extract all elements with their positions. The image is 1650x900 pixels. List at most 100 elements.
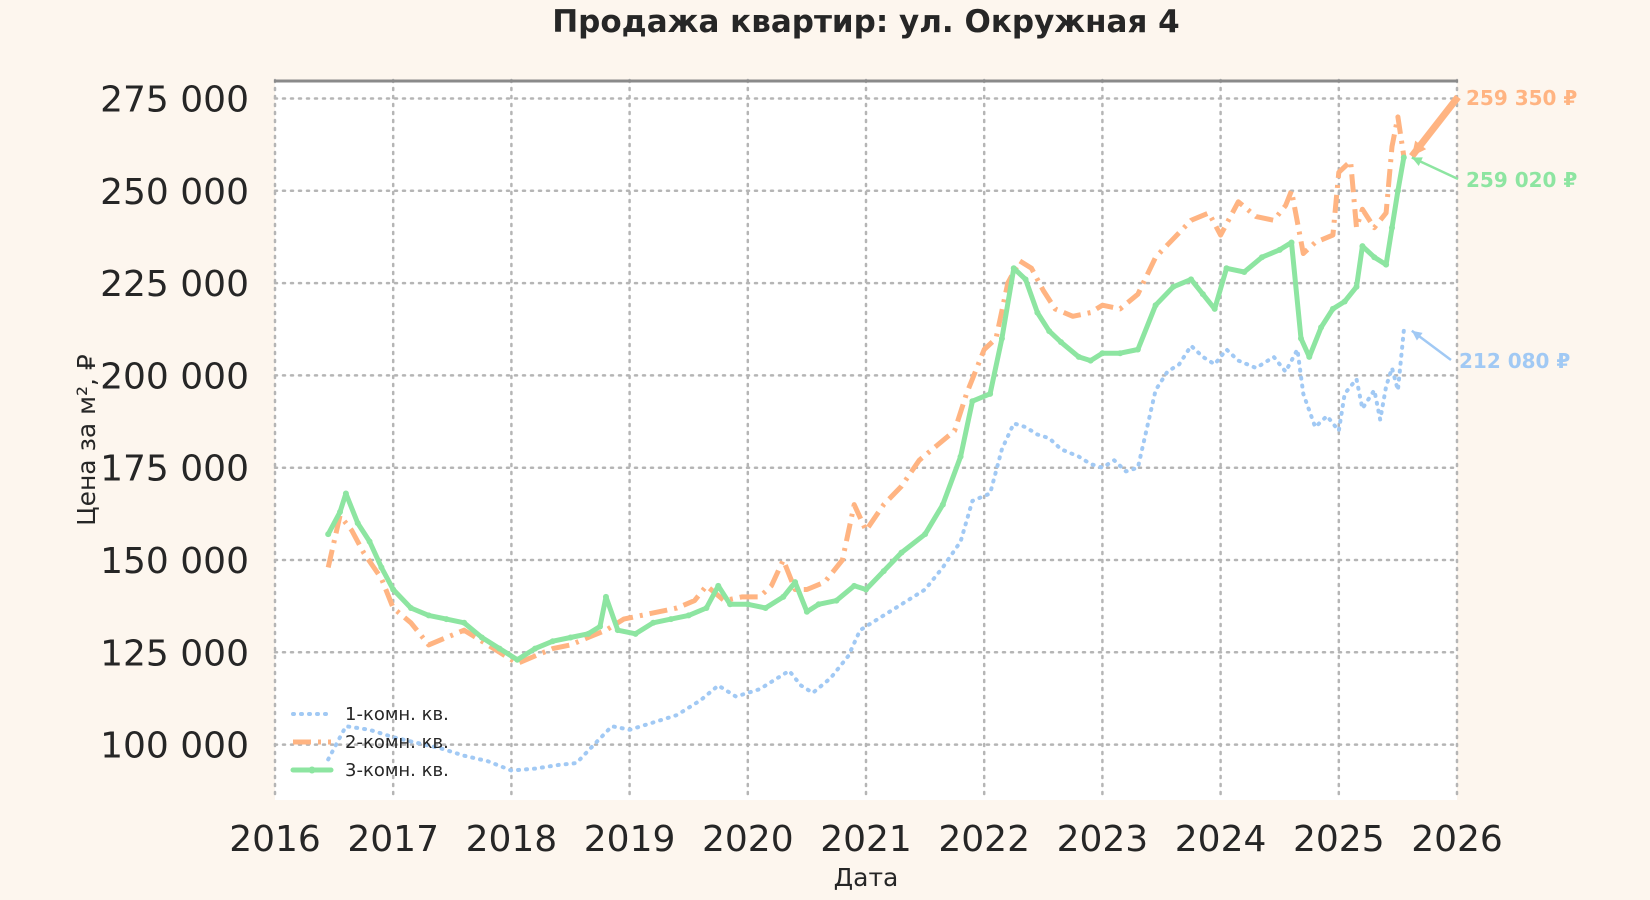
data-point xyxy=(632,630,639,637)
data-point xyxy=(1152,302,1159,309)
x-tick-label: 2020 xyxy=(702,819,794,860)
data-point xyxy=(354,520,361,527)
x-tick-label: 2022 xyxy=(938,819,1030,860)
y-tick-label: 100 000 xyxy=(100,726,249,767)
data-point xyxy=(1022,276,1029,283)
grid xyxy=(273,78,1459,802)
y-tick-labels: 100 000 125 000 150 000 175 000 200 000 225 0… xyxy=(100,79,249,766)
legend-label: 3-комн. кв. xyxy=(345,760,449,781)
y-tick-label: 275 000 xyxy=(100,79,249,120)
data-point xyxy=(1075,353,1082,360)
data-point xyxy=(1199,291,1206,298)
data-point xyxy=(1117,350,1124,357)
data-point xyxy=(1400,154,1407,161)
data-point xyxy=(667,616,674,623)
series-lines xyxy=(325,114,1407,773)
x-tick-label: 2026 xyxy=(1411,819,1503,860)
legend-label: 1-комн. кв. xyxy=(345,704,449,725)
x-tick-labels: 2016 2017 2018 2019 2020 2021 2022 2023 2024 2025… xyxy=(229,819,1503,860)
data-point xyxy=(833,597,840,604)
data-point xyxy=(969,398,976,405)
chart-title: Продажа квартир: ул. Окружная 4 xyxy=(552,4,1180,40)
data-point xyxy=(407,605,414,611)
x-tick-label: 2023 xyxy=(1057,819,1149,860)
data-point xyxy=(478,634,485,641)
data-point xyxy=(1223,265,1230,272)
x-tick-label: 2025 xyxy=(1293,819,1385,860)
data-point xyxy=(898,549,905,556)
legend-label: 2-комн. кв. xyxy=(345,732,449,753)
value-annotations: 259 350 ₽ 259 020 ₽ 212 080 ₽ xyxy=(1409,86,1577,373)
legend-swatch-dot xyxy=(308,766,316,774)
data-point xyxy=(685,612,692,619)
data-point xyxy=(1034,309,1041,316)
y-tick-label: 250 000 xyxy=(100,172,249,213)
data-point xyxy=(1188,276,1195,283)
data-point xyxy=(1058,339,1065,346)
annotation-arrowhead xyxy=(1411,157,1423,166)
y-tick-label: 200 000 xyxy=(100,356,249,397)
data-point xyxy=(597,623,604,630)
annotation-arrowhead xyxy=(1411,330,1423,341)
data-point xyxy=(1087,357,1094,364)
data-point xyxy=(549,638,556,645)
data-point xyxy=(744,601,751,608)
data-point xyxy=(1211,305,1218,312)
data-point xyxy=(703,605,710,611)
annotation-label: 259 020 ₽ xyxy=(1466,168,1577,192)
data-point xyxy=(792,579,799,586)
series-line-1 xyxy=(326,328,1406,773)
data-point xyxy=(1371,254,1378,261)
y-tick-label: 125 000 xyxy=(100,633,249,674)
y-tick-label: 150 000 xyxy=(100,541,249,582)
data-point xyxy=(1318,324,1325,331)
data-point xyxy=(1383,261,1390,268)
data-point xyxy=(378,564,385,571)
data-point xyxy=(762,605,769,611)
data-point xyxy=(803,608,810,615)
y-tick-label: 225 000 xyxy=(100,264,249,305)
data-point xyxy=(987,390,994,397)
data-point xyxy=(939,501,946,508)
y-axis-label: Цена за м², ₽ xyxy=(72,354,101,526)
data-point xyxy=(496,645,503,652)
data-point xyxy=(514,656,521,663)
data-point xyxy=(922,531,929,538)
data-point xyxy=(390,586,397,593)
data-point xyxy=(1258,254,1265,261)
y-tick-label: 175 000 xyxy=(100,449,249,490)
data-point xyxy=(366,538,373,545)
data-point xyxy=(880,568,887,575)
data-point xyxy=(337,509,344,515)
x-tick-label: 2017 xyxy=(347,819,439,860)
data-point xyxy=(1341,298,1348,305)
data-point xyxy=(1359,243,1366,250)
x-tick-label: 2018 xyxy=(466,819,558,860)
data-point xyxy=(325,531,332,538)
data-point xyxy=(425,612,432,619)
x-tick-label: 2024 xyxy=(1175,819,1267,860)
annotation-arrowhead xyxy=(1411,140,1427,157)
data-point xyxy=(1099,350,1106,357)
data-point xyxy=(1388,224,1395,231)
annotation-label: 212 080 ₽ xyxy=(1459,349,1570,373)
data-point xyxy=(614,627,621,634)
data-point xyxy=(727,601,734,608)
data-point xyxy=(1288,239,1295,246)
data-point xyxy=(715,582,722,589)
annotation-label: 259 350 ₽ xyxy=(1466,86,1577,110)
data-point xyxy=(815,601,822,608)
data-point xyxy=(780,593,787,600)
x-tick-label: 2021 xyxy=(820,819,912,860)
data-point xyxy=(1353,283,1360,290)
data-point xyxy=(1297,335,1304,342)
data-point xyxy=(1329,305,1336,312)
x-axis-label: Дата xyxy=(834,863,899,892)
legend: 1-комн. кв. 2-комн. кв. 3-комн. кв. xyxy=(290,704,449,781)
data-point xyxy=(1394,187,1401,194)
data-point xyxy=(998,335,1005,342)
data-point xyxy=(1170,283,1177,290)
data-point xyxy=(1010,265,1017,272)
data-point xyxy=(1134,346,1141,353)
data-point xyxy=(1046,328,1053,335)
